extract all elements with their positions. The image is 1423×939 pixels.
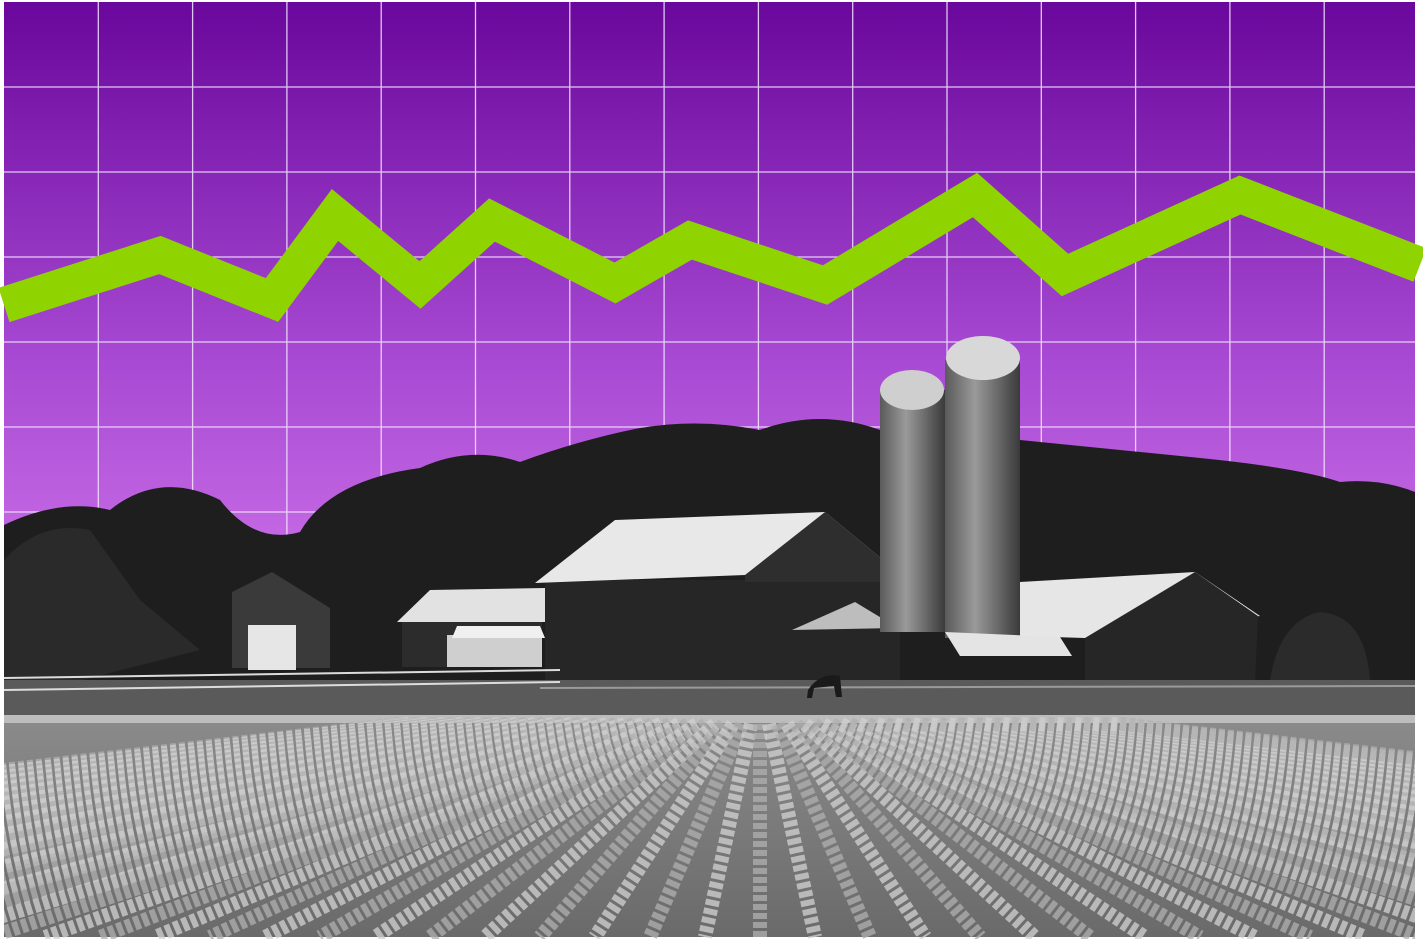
low-roof: [945, 632, 1072, 656]
small-building: [447, 635, 542, 667]
crop-row: [152, 717, 664, 939]
crop-row: [819, 718, 1149, 939]
buildings: [232, 336, 1260, 682]
barn-lean-to: [792, 602, 898, 630]
crop-row: [809, 718, 1095, 939]
crop-row: [643, 721, 749, 939]
trend-line: [0, 172, 1423, 323]
crop-row: [425, 718, 711, 939]
crop-row: [534, 719, 730, 939]
crop-row: [589, 720, 739, 939]
silo: [945, 360, 1020, 638]
barn: [545, 580, 900, 682]
fence-rail: [539, 685, 1416, 689]
silo-dome: [880, 370, 944, 410]
crop-row: [828, 717, 1204, 939]
crop-row: [261, 717, 683, 939]
barn: [1085, 572, 1258, 682]
crop-row: [207, 717, 673, 939]
fence-rail: [3, 669, 561, 679]
crop-row: [762, 722, 822, 939]
fence: [3, 669, 1416, 691]
silo: [880, 390, 945, 632]
crop-row: [874, 717, 1423, 926]
crop-row: [0, 717, 609, 897]
crop-row: [771, 721, 877, 939]
crop-row: [0, 717, 600, 886]
crop-row: [480, 718, 720, 939]
crop-row: [929, 717, 1423, 852]
barn-gable: [745, 512, 905, 582]
crop-row: [790, 719, 986, 939]
garage-door: [248, 625, 296, 670]
crop-row: [316, 717, 692, 939]
crop-row: [800, 718, 1040, 939]
crop-row: [920, 717, 1423, 861]
horse: [807, 675, 842, 698]
tree: [4, 528, 200, 700]
tree: [1270, 612, 1370, 680]
field-edge: [0, 723, 4, 939]
silo-dome: [946, 336, 1020, 380]
crop-row: [42, 717, 646, 939]
shed-roof: [397, 588, 545, 622]
crop-row: [983, 717, 1423, 813]
crop-row: [371, 718, 701, 939]
small-roof: [452, 626, 545, 638]
crop-row: [698, 722, 758, 939]
field-edge: [1415, 723, 1423, 939]
fence-rail: [3, 681, 561, 691]
road: [4, 715, 1415, 723]
crop-row: [837, 717, 1259, 939]
crop-rows: [0, 717, 1423, 939]
crop-row: [781, 720, 931, 939]
